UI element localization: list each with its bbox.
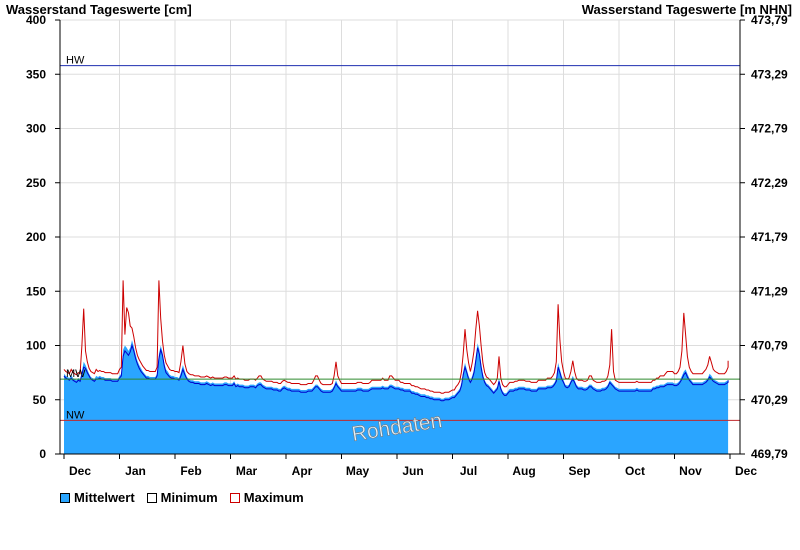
y-axis-left-ticks: 0 50 100 150 200 250 300 350 400 — [26, 13, 60, 461]
legend-item-maximum: Maximum — [229, 490, 304, 505]
legend-swatch-minimum — [146, 492, 157, 503]
y-left-tick-label: 150 — [26, 284, 46, 298]
y-axis-right-ticks: 469,79 470,29 470,79 471,29 471,79 472,29 472,… — [740, 13, 788, 461]
x-axis-ticks: Dec Jan Feb Mar Apr May Jun Jul Aug Sep Oct Nov Dec — [63, 454, 757, 478]
y-right-tick-label: 473,29 — [751, 67, 788, 81]
y-left-tick-label: 300 — [26, 122, 46, 136]
y-right-tick-label: 472,79 — [751, 122, 788, 136]
reference-label-nw: NW — [66, 409, 85, 421]
x-tick-label: Dec — [735, 464, 757, 478]
legend-label-maximum: Maximum — [243, 490, 304, 505]
y-right-tick-label: 469,79 — [751, 447, 788, 461]
legend-swatch-mittelwert — [60, 492, 70, 503]
reference-lines: HW MW NW — [60, 55, 740, 421]
y-right-tick-label: 473,79 — [751, 13, 788, 27]
legend-swatch-maximum — [229, 492, 240, 503]
x-tick-label: Jan — [125, 464, 146, 478]
x-tick-label: Aug — [512, 464, 535, 478]
legend-item-minimum: Minimum — [146, 490, 218, 505]
y-left-tick-label: 400 — [26, 13, 46, 27]
legend-label-mittelwert: Mittelwert — [74, 490, 135, 505]
x-tick-label: Oct — [625, 464, 645, 478]
y-axis-right-title: Wasserstand Tageswerte [m NHN] — [582, 2, 792, 17]
y-right-tick-label: 471,29 — [751, 284, 788, 298]
y-left-tick-label: 100 — [26, 339, 46, 353]
x-tick-label: May — [346, 464, 370, 478]
y-left-tick-label: 350 — [26, 67, 46, 81]
y-left-tick-label: 0 — [39, 447, 46, 461]
x-tick-label: Jun — [402, 464, 423, 478]
legend-label-minimum: Minimum — [160, 490, 218, 505]
legend: Mittelwert Minimum Maximum — [60, 490, 304, 505]
y-right-tick-label: 470,29 — [751, 393, 788, 407]
x-tick-label: Mar — [236, 464, 258, 478]
legend-item-mittelwert: Mittelwert — [60, 490, 135, 505]
y-left-tick-label: 250 — [26, 176, 46, 190]
x-tick-label: Dec — [69, 464, 91, 478]
x-tick-label: Sep — [568, 464, 590, 478]
reference-label-hw: HW — [66, 55, 85, 67]
y-left-tick-label: 50 — [33, 393, 47, 407]
y-axis-left-title: Wasserstand Tageswerte [cm] — [6, 2, 192, 17]
series-minimum-line — [63, 343, 729, 402]
series-layer — [63, 280, 729, 454]
x-tick-label: Jul — [460, 464, 477, 478]
y-right-tick-label: 471,79 — [751, 230, 788, 244]
series-mittelwert-area — [64, 340, 729, 454]
y-right-tick-label: 470,79 — [751, 339, 788, 353]
reference-label-mw: MW — [66, 368, 86, 380]
x-tick-label: Apr — [292, 464, 313, 478]
gridlines — [60, 19, 740, 401]
x-tick-label: Feb — [180, 464, 201, 478]
series-maximum-line — [63, 280, 729, 394]
y-left-tick-label: 200 — [26, 230, 46, 244]
y-right-tick-label: 472,29 — [751, 176, 788, 190]
x-tick-label: Nov — [679, 464, 702, 478]
